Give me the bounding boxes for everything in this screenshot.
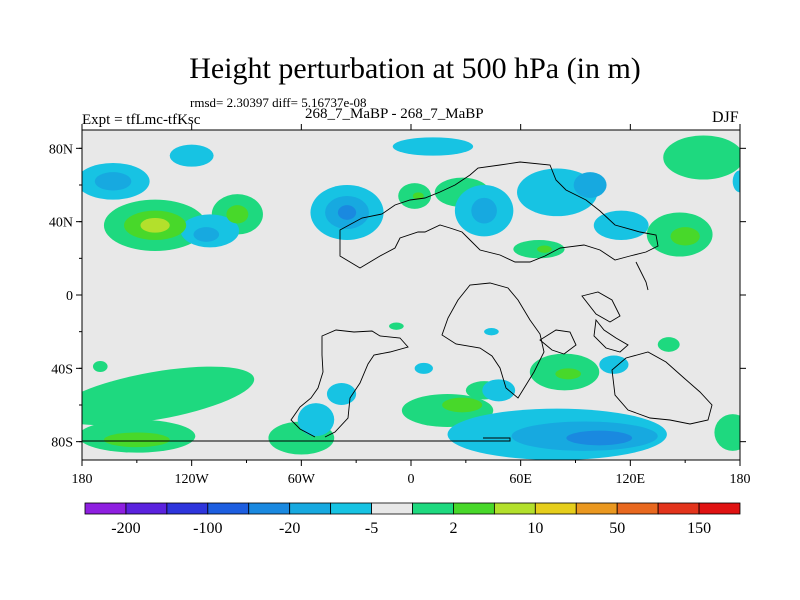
negative-anomaly bbox=[297, 403, 335, 437]
colorbar-swatch bbox=[330, 502, 372, 515]
positive-anomaly bbox=[412, 192, 424, 200]
colorbar-label: 2 bbox=[449, 520, 457, 537]
x-tick-label: 120W bbox=[175, 472, 210, 487]
x-tick-label: 0 bbox=[408, 472, 415, 487]
negative-anomaly bbox=[337, 205, 357, 220]
positive-anomaly bbox=[226, 205, 249, 224]
colorbar-label: 50 bbox=[609, 520, 625, 537]
coastline-india bbox=[539, 329, 577, 355]
coastline-indonesia bbox=[581, 291, 629, 353]
colorbar-swatch bbox=[575, 502, 618, 515]
negative-anomaly bbox=[471, 197, 497, 224]
negative-anomaly bbox=[94, 172, 132, 191]
negative-anomaly bbox=[414, 362, 433, 374]
positive-anomaly bbox=[663, 135, 740, 180]
negative-anomaly bbox=[732, 170, 740, 193]
colorbar-label: -5 bbox=[365, 520, 378, 537]
positive-anomaly bbox=[103, 432, 170, 448]
negative-anomaly bbox=[482, 379, 516, 402]
colorbar-swatch bbox=[207, 502, 250, 515]
colorbar-swatch bbox=[493, 502, 536, 515]
run-comparison-label: 268_7_MaBP - 268_7_MaBP bbox=[305, 106, 484, 122]
negative-anomaly bbox=[484, 328, 499, 336]
y-tick-label: 80N bbox=[49, 142, 73, 157]
colorbar-swatch bbox=[616, 502, 659, 515]
colorbar-swatch bbox=[534, 502, 577, 515]
x-tick-label: 60W bbox=[288, 472, 316, 487]
positive-anomaly bbox=[555, 368, 581, 380]
coastlines bbox=[82, 161, 713, 442]
positive-anomaly bbox=[140, 218, 170, 233]
season-label: DJF bbox=[712, 109, 739, 126]
positive-anomaly bbox=[537, 245, 552, 253]
negative-anomaly bbox=[573, 172, 607, 198]
rmsd-stats-label: rmsd= 2.30397 diff= 5.16737e-08 bbox=[190, 95, 367, 110]
x-tick-label: 180 bbox=[72, 472, 93, 487]
negative-anomaly bbox=[566, 430, 633, 446]
y-tick-label: 40S bbox=[51, 362, 73, 377]
colorbar-swatch bbox=[698, 502, 741, 515]
positive-anomaly bbox=[442, 397, 483, 413]
colorbar-label: 150 bbox=[687, 520, 711, 537]
colorbar-swatch bbox=[125, 502, 168, 515]
x-axis: 180 120W 60W 0 60E 120E 180 bbox=[72, 124, 751, 487]
negative-anomaly bbox=[593, 210, 649, 240]
x-tick-label: 120E bbox=[616, 472, 646, 487]
colorbar-swatch bbox=[453, 502, 495, 515]
negative-anomaly bbox=[392, 137, 474, 156]
positive-anomaly bbox=[92, 361, 108, 372]
negative-anomaly bbox=[599, 355, 629, 374]
colorbar-swatch bbox=[412, 502, 454, 515]
colorbar-swatch bbox=[166, 502, 209, 515]
colorbar-swatch bbox=[657, 502, 700, 515]
colorbar-label: -200 bbox=[111, 520, 140, 537]
colorbar-label: -20 bbox=[279, 520, 300, 537]
positive-anomaly bbox=[389, 322, 404, 330]
coastline-antarctica bbox=[82, 437, 511, 442]
colorbar: -200 -100 -20 -5 2 10 50 150 bbox=[84, 502, 741, 537]
positive-anomaly bbox=[82, 366, 255, 426]
y-tick-label: 0 bbox=[66, 289, 73, 304]
y-tick-label: 40N bbox=[49, 216, 73, 231]
positive-anomaly bbox=[670, 227, 700, 246]
anomaly-fields bbox=[82, 135, 740, 460]
colorbar-swatch bbox=[248, 502, 291, 515]
positive-anomaly bbox=[714, 414, 740, 451]
colorbar-label: 10 bbox=[527, 520, 543, 537]
colorbar-label: -100 bbox=[193, 520, 222, 537]
colorbar-swatch bbox=[289, 502, 332, 515]
chart-title: Height perturbation at 500 hPa (in m) bbox=[189, 52, 641, 85]
coastline-australia bbox=[611, 351, 713, 425]
coastline-south-america bbox=[290, 329, 409, 438]
negative-anomaly bbox=[193, 227, 220, 242]
x-tick-label: 180 bbox=[730, 472, 751, 487]
coastline-japan bbox=[635, 261, 649, 291]
x-tick-label: 60E bbox=[509, 472, 532, 487]
y-axis: 80N 40N 0 40S 80S bbox=[49, 142, 746, 451]
colorbar-swatch bbox=[84, 502, 127, 515]
y-tick-label: 80S bbox=[51, 436, 73, 451]
negative-anomaly bbox=[169, 144, 214, 167]
negative-anomaly bbox=[326, 383, 357, 405]
coastline-europe-asia bbox=[339, 161, 659, 269]
experiment-label: Expt = tfLmc-tfKsc bbox=[82, 112, 201, 128]
colorbar-swatch bbox=[371, 502, 413, 515]
positive-anomaly bbox=[657, 337, 680, 352]
coastline-africa bbox=[441, 282, 545, 399]
